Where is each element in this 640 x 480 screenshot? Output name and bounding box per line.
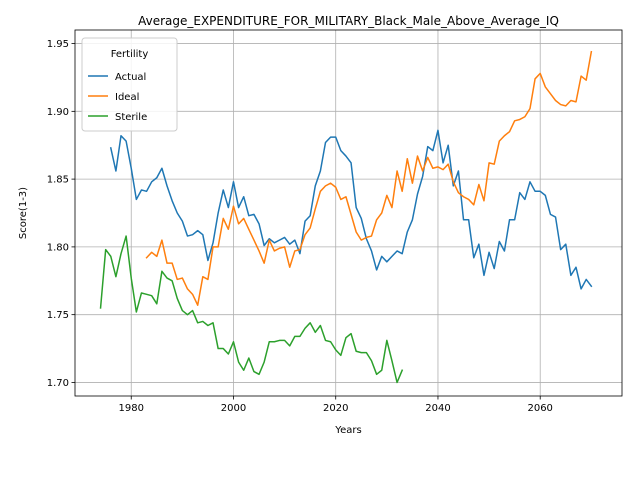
x-tick-label: 2020 <box>323 403 348 414</box>
y-tick-label: 1.85 <box>47 175 69 186</box>
grid-lines <box>75 30 622 396</box>
series-line-sterile <box>99 235 404 384</box>
legend-label-actual: Actual <box>115 72 146 83</box>
series-line-ideal <box>145 50 593 306</box>
y-tick-label: 1.70 <box>47 378 69 389</box>
series-line-actual <box>109 129 593 290</box>
legend: Fertility Actual Ideal Sterile <box>81 37 178 132</box>
legend-label-sterile: Sterile <box>115 112 147 123</box>
chart-title: Average_EXPENDITURE_FOR_MILITARY_Black_M… <box>138 14 559 28</box>
y-tick-label: 1.95 <box>47 39 69 50</box>
x-tick-label: 2040 <box>425 403 450 414</box>
series-lines <box>99 50 593 384</box>
legend-label-ideal: Ideal <box>115 92 139 103</box>
x-tick-label: 1980 <box>119 403 144 414</box>
y-axis-label: Score(1-3) <box>18 187 29 239</box>
legend-items: Actual Ideal Sterile <box>88 72 147 123</box>
y-tick-label: 1.75 <box>47 310 69 321</box>
x-tick-label: 2000 <box>221 403 246 414</box>
y-axis-ticks: 1.70 1.75 1.80 1.85 1.90 1.95 <box>47 39 75 389</box>
legend-box <box>81 37 178 132</box>
x-axis-label: Years <box>334 425 361 436</box>
legend-title: Fertility <box>111 49 149 60</box>
x-tick-label: 2060 <box>527 403 552 414</box>
y-tick-label: 1.80 <box>47 242 69 253</box>
x-axis-ticks: 1980 2000 2020 2040 2060 <box>119 396 553 414</box>
y-tick-label: 1.90 <box>47 107 69 118</box>
plot-frame <box>74 29 623 397</box>
